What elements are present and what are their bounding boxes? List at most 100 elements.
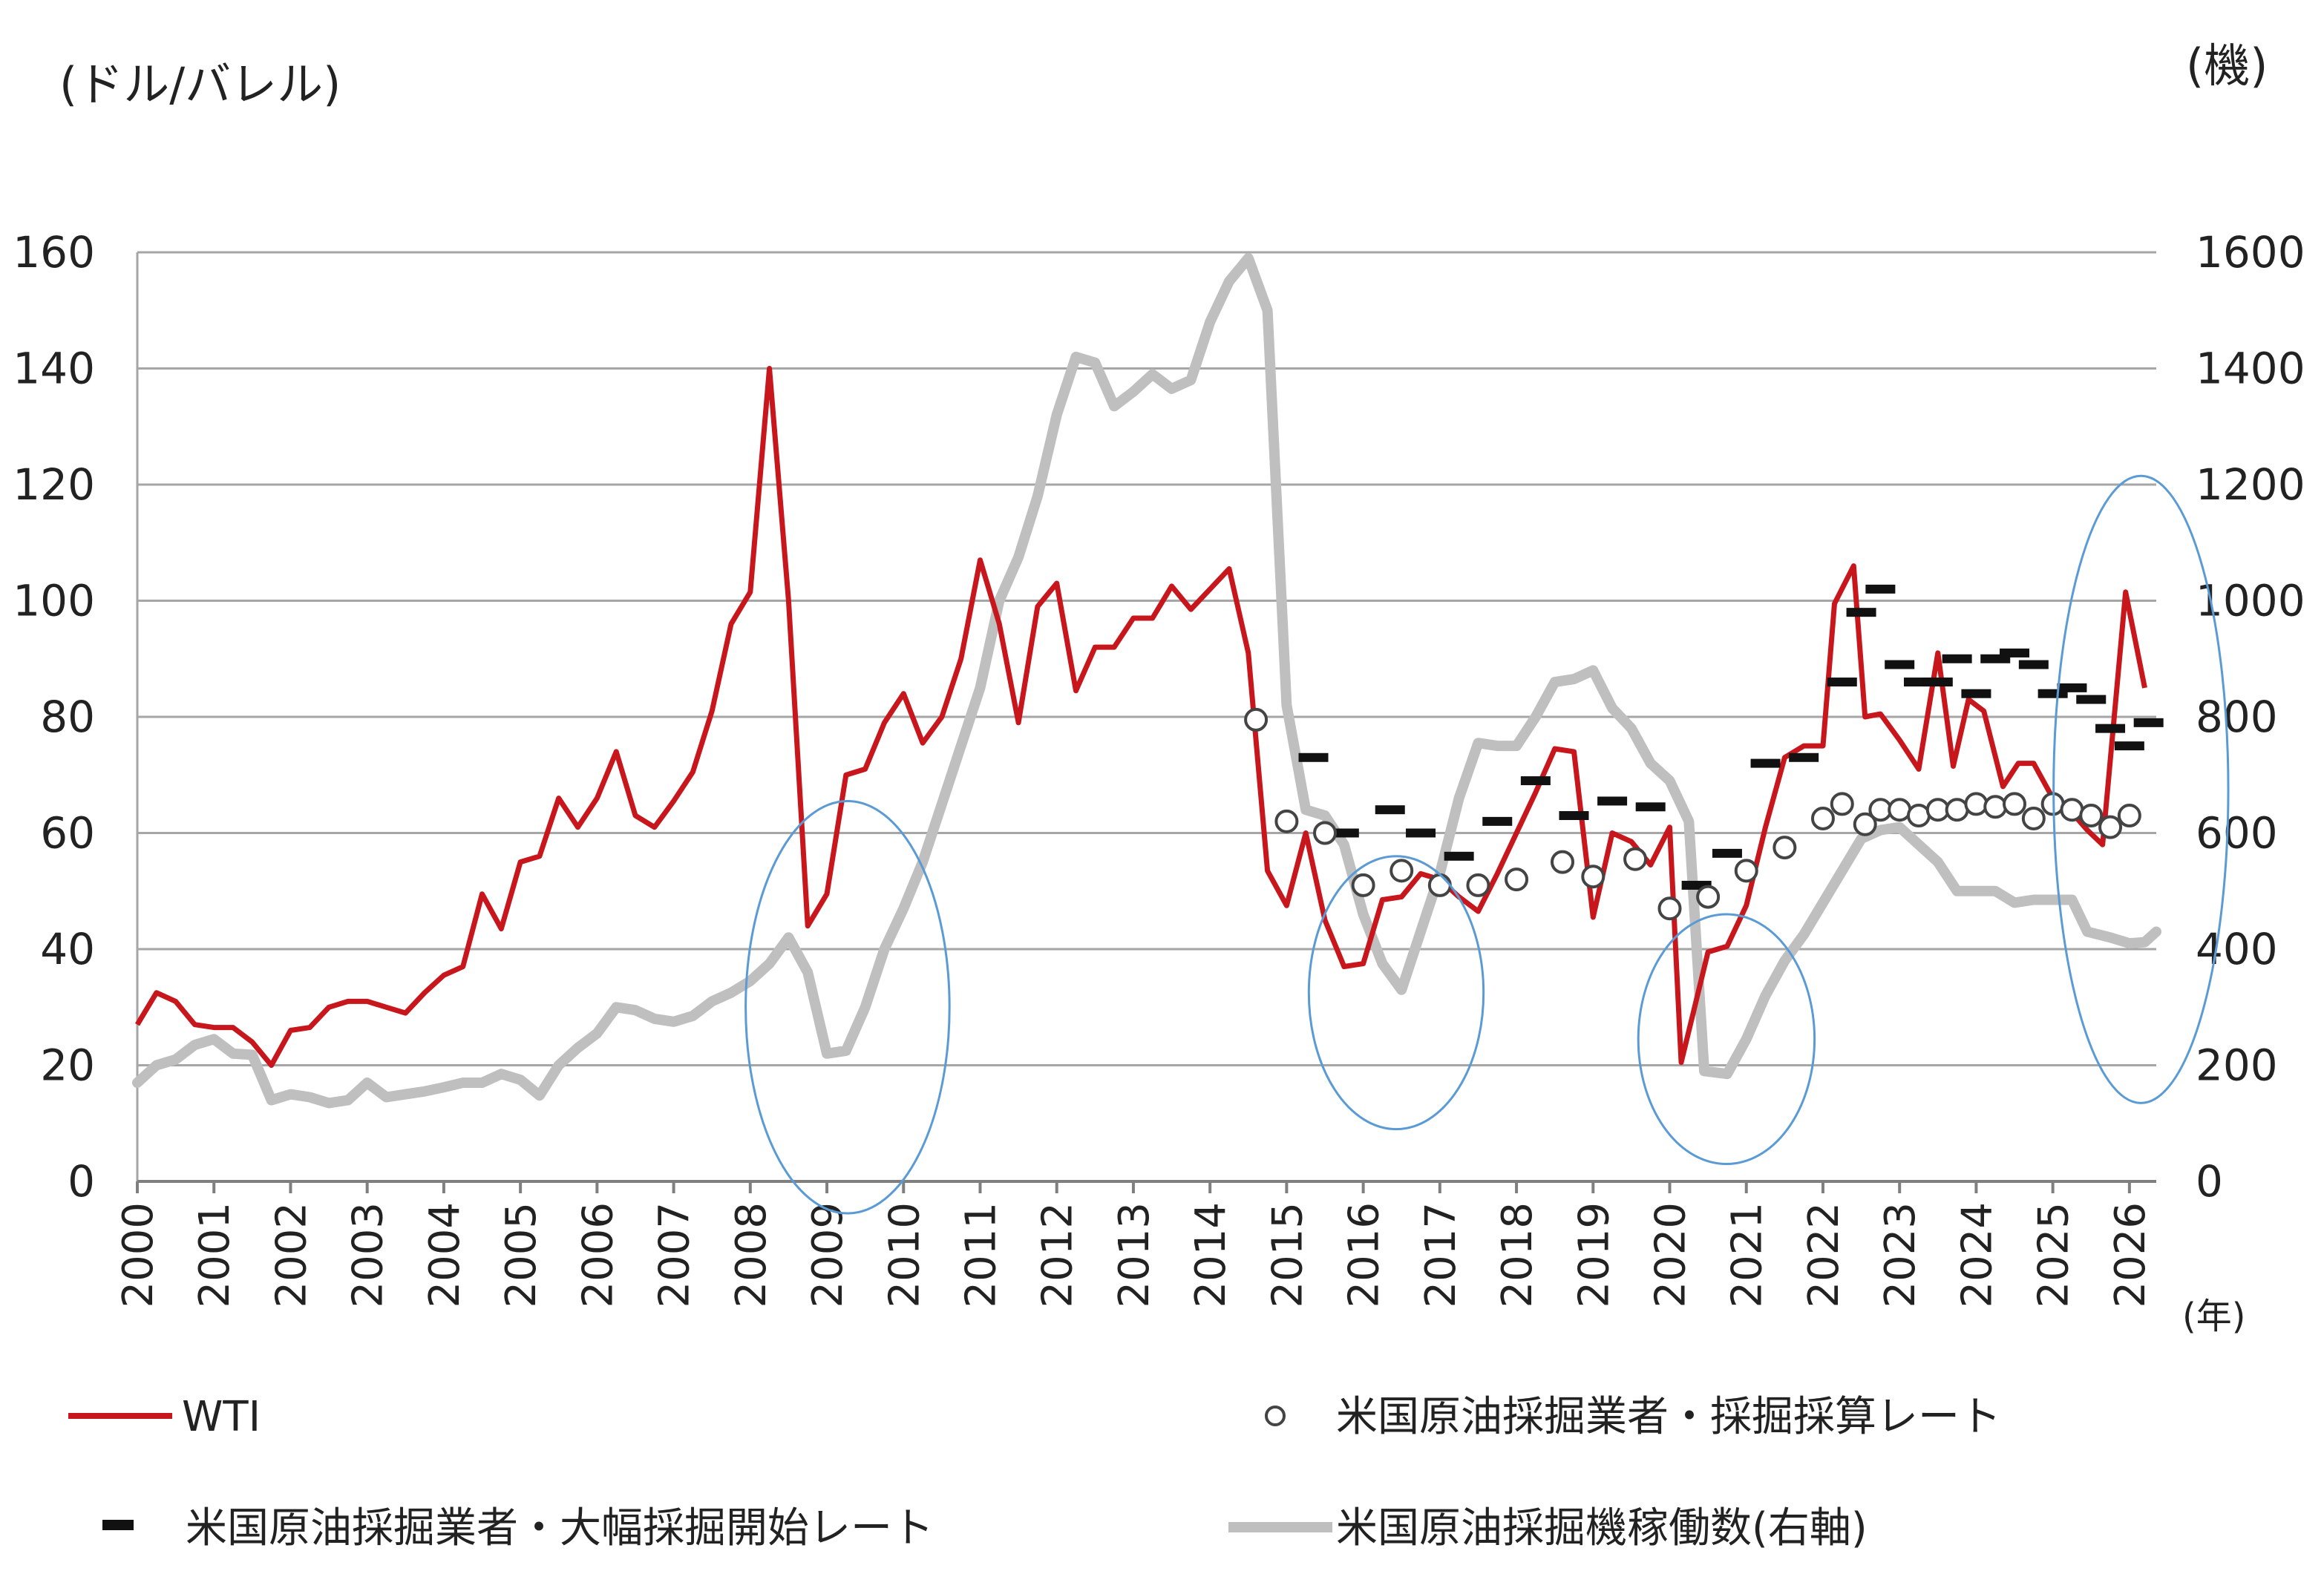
- highlight-ellipses: [744, 474, 2230, 1215]
- new-well-rate-marker: [2018, 660, 2049, 669]
- new-well-rate-marker: [1444, 851, 1474, 861]
- breakeven-rate-marker: [1551, 850, 1574, 874]
- right-y-tick-label: 1200: [2196, 459, 2305, 510]
- breakeven-rate-marker: [1830, 792, 1854, 816]
- new-well-rate-series: [1298, 584, 2164, 890]
- breakeven-rate-marker: [1313, 821, 1337, 845]
- new-well-rate-marker: [1942, 654, 1972, 663]
- legend-breakeven-swatch: [1265, 1406, 1286, 1426]
- breakeven-rate-marker: [1244, 707, 1269, 732]
- legend-rigs-label: 米国原油採掘機稼働数(右軸): [1336, 1504, 1868, 1552]
- new-well-rate-marker: [1827, 678, 1857, 687]
- legend-breakeven-label: 米国原油採掘業者・採掘採算レート: [1336, 1393, 2001, 1441]
- x-tick-label: 2010: [880, 1202, 929, 1308]
- wti-line: [134, 366, 2147, 1068]
- breakeven-rate-marker: [1907, 804, 1931, 828]
- right-y-tick-labels: 0 200 400 600 800 1000 1200 1400 1600: [2196, 227, 2305, 1207]
- x-tick-label: 2000: [114, 1202, 163, 1308]
- rig-count-series: [132, 252, 2161, 1109]
- x-tick-label: 2019: [1570, 1202, 1618, 1308]
- new-well-rate-marker: [1559, 811, 1589, 821]
- breakeven-rate-marker: [1274, 809, 1299, 833]
- new-well-rate-marker: [1520, 776, 1551, 786]
- x-tick-label: 2020: [1647, 1202, 1695, 1308]
- x-tick-label: 2006: [574, 1202, 622, 1308]
- breakeven-rate-marker: [1853, 812, 1877, 836]
- wti-series: [134, 366, 2147, 1068]
- new-well-rate-marker: [1712, 848, 1742, 858]
- highlight-ellipse: [1307, 855, 1485, 1131]
- x-tick-label: 2001: [191, 1202, 239, 1308]
- breakeven-rate-marker: [2079, 804, 2104, 828]
- left-axis-unit: (ドル/バレル): [59, 57, 341, 111]
- right-y-tick-label: 0: [2196, 1156, 2223, 1207]
- left-y-tick-label: 60: [40, 808, 95, 859]
- right-axis-unit: (機): [2186, 39, 2268, 93]
- breakeven-rate-marker: [2021, 806, 2046, 830]
- new-well-rate-marker: [1846, 608, 1876, 617]
- x-tick-label: 2024: [1953, 1202, 2001, 1308]
- breakeven-rate-marker: [1734, 859, 1758, 883]
- x-tick-label: 2015: [1263, 1202, 1312, 1308]
- x-axis-unit: (年): [2182, 1296, 2245, 1337]
- left-y-tick-label: 80: [40, 692, 95, 742]
- new-well-rate-marker: [2057, 683, 2087, 692]
- right-y-tick-label: 1600: [2196, 227, 2305, 278]
- x-tick-label: 2022: [1800, 1202, 1848, 1308]
- new-well-rate-marker: [2076, 695, 2107, 704]
- new-well-rate-marker: [1375, 805, 1405, 815]
- legend-new-well-swatch: [102, 1520, 134, 1530]
- breakeven-rate-marker: [2003, 792, 2027, 816]
- left-y-tick-label: 0: [68, 1156, 95, 1207]
- left-y-tick-label: 100: [13, 576, 95, 626]
- x-tick-label: 2018: [1493, 1202, 1542, 1308]
- left-y-tick-label: 20: [40, 1040, 95, 1091]
- x-tick-label: 2026: [2107, 1202, 2155, 1308]
- x-tick-label: 2016: [1341, 1202, 1389, 1308]
- x-tick-label: 2014: [1187, 1202, 1235, 1308]
- x-tick-label: 2009: [804, 1202, 852, 1308]
- breakeven-rate-marker: [1390, 859, 1414, 883]
- x-tick-label: 2025: [2030, 1202, 2078, 1308]
- legend: WTI 米国原油採掘業者・採掘採算レート 米国原油採掘業者・大幅採掘開始レート …: [68, 1393, 2001, 1552]
- breakeven-rate-marker: [1696, 885, 1721, 909]
- right-y-tick-label: 600: [2196, 808, 2278, 859]
- new-well-rate-marker: [2114, 741, 2144, 751]
- new-well-rate-marker: [1329, 828, 1359, 838]
- x-tick-label: 2005: [497, 1202, 546, 1308]
- x-tick-label: 2007: [651, 1202, 699, 1308]
- new-well-rate-marker: [1597, 796, 1628, 806]
- x-tick-label: 2002: [267, 1202, 315, 1308]
- new-well-rate-marker: [2095, 724, 2126, 733]
- x-axis: 2000 2001 2002 2003 2004 2005 2006 2007 2008 2009…: [114, 252, 2156, 1308]
- breakeven-rate-marker: [1657, 896, 1682, 921]
- new-well-rate-marker: [1298, 752, 1329, 762]
- new-well-rate-marker: [1922, 678, 1953, 687]
- right-y-tick-label: 1000: [2196, 576, 2305, 626]
- breakeven-rate-marker: [1773, 836, 1797, 860]
- new-well-rate-marker: [2133, 718, 2164, 727]
- highlight-ellipse: [2052, 474, 2230, 1104]
- breakeven-rate-marker: [2060, 798, 2084, 822]
- breakeven-rate-marker: [1466, 873, 1490, 897]
- breakeven-rate-marker: [1427, 873, 1452, 897]
- new-well-rate-marker: [1750, 758, 1781, 768]
- left-y-tick-label: 40: [40, 924, 95, 974]
- breakeven-rate-marker: [1868, 798, 1893, 822]
- x-tick-label: 2021: [1724, 1202, 1772, 1308]
- breakeven-rate-marker: [2098, 815, 2123, 839]
- new-well-rate-marker: [1482, 816, 1513, 826]
- breakeven-rate-marker: [1945, 798, 1969, 822]
- x-tick-label: 2004: [421, 1202, 469, 1308]
- left-y-tick-label: 160: [13, 227, 95, 278]
- right-y-tick-label: 800: [2196, 692, 2278, 742]
- breakeven-rate-marker: [1623, 847, 1648, 871]
- x-tick-label: 2013: [1110, 1202, 1159, 1308]
- breakeven-rate-marker: [1351, 873, 1375, 897]
- x-tick-label: 2012: [1034, 1202, 1082, 1308]
- left-y-tick-label: 140: [13, 344, 95, 394]
- new-well-rate-marker: [1406, 828, 1436, 838]
- breakeven-rate-marker: [1983, 795, 2008, 819]
- x-tick-label: 2017: [1417, 1202, 1465, 1308]
